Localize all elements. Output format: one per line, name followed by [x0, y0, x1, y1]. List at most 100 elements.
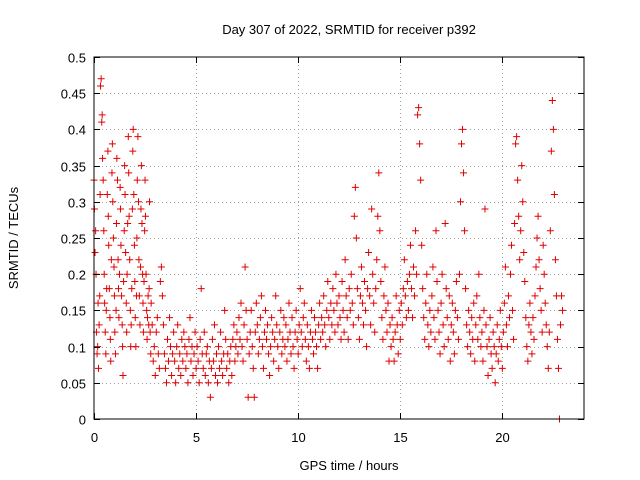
data-point [222, 335, 230, 343]
data-point [185, 335, 193, 343]
data-point [421, 335, 429, 343]
data-point [225, 379, 233, 387]
data-point [216, 364, 224, 372]
data-point [207, 364, 215, 372]
data-point [283, 357, 291, 365]
data-point [183, 350, 191, 358]
data-point [93, 350, 101, 358]
data-point [94, 299, 102, 307]
data-point [213, 350, 220, 358]
data-point [496, 306, 504, 314]
data-point [301, 335, 309, 343]
data-point [235, 314, 243, 322]
data-point [284, 335, 292, 343]
data-point [161, 364, 169, 372]
data-point [559, 306, 567, 314]
data-point [342, 292, 350, 300]
data-point [94, 343, 102, 351]
data-point [541, 299, 549, 307]
data-point [350, 212, 358, 220]
data-point [123, 328, 131, 336]
data-point [149, 357, 157, 365]
data-point [330, 306, 338, 314]
data-points [90, 75, 567, 423]
data-point [527, 328, 535, 336]
data-point [240, 321, 248, 329]
data-point [322, 343, 330, 351]
data-point [490, 343, 498, 351]
data-point [531, 292, 539, 300]
data-point [324, 277, 332, 285]
data-point [115, 314, 123, 322]
y-axis-label: SRMTID / TECUs [6, 186, 21, 289]
data-point [483, 343, 491, 351]
data-point [512, 140, 520, 148]
data-point [112, 220, 120, 228]
data-point [166, 314, 174, 322]
data-point [305, 364, 313, 372]
data-point [468, 314, 476, 322]
data-point [511, 220, 519, 228]
grid-lines [94, 57, 584, 419]
data-point [302, 357, 310, 365]
data-point [413, 270, 421, 278]
data-point [113, 176, 121, 184]
data-point [91, 248, 99, 256]
y-tick-label: 0.4 [68, 123, 86, 138]
data-point [229, 335, 237, 343]
data-point [537, 306, 545, 314]
data-point [446, 357, 454, 365]
data-point [142, 270, 150, 278]
data-point [314, 364, 322, 372]
data-point [153, 314, 161, 322]
data-point [399, 285, 407, 293]
data-point [191, 328, 199, 336]
data-point [103, 191, 111, 199]
data-point [454, 335, 462, 343]
data-point [102, 306, 110, 314]
data-point [354, 314, 362, 322]
data-point [239, 357, 247, 365]
data-point [105, 241, 113, 249]
data-point [135, 292, 143, 300]
data-point [535, 256, 543, 264]
data-point [260, 328, 268, 336]
data-point [334, 321, 342, 329]
data-point [219, 372, 227, 380]
data-point [232, 343, 240, 351]
data-point [249, 364, 257, 372]
data-point [401, 292, 409, 300]
data-point [290, 364, 298, 372]
y-tick-label: 0.15 [61, 304, 86, 319]
data-point [143, 335, 151, 343]
data-point [139, 328, 147, 336]
data-point [157, 263, 165, 271]
data-point [464, 343, 472, 351]
data-point [215, 343, 223, 351]
data-point [430, 314, 438, 322]
data-point [189, 372, 197, 380]
data-point [473, 292, 481, 300]
data-point [387, 343, 395, 351]
data-point [136, 321, 144, 329]
y-tick-label: 0.1 [68, 341, 86, 356]
data-point [178, 335, 186, 343]
data-point [371, 328, 379, 336]
data-point [384, 299, 392, 307]
data-point [532, 263, 540, 271]
data-point [234, 350, 242, 358]
axis-ticks [94, 57, 584, 420]
x-tick-label: 10 [291, 430, 305, 445]
x-axis-label: GPS time / hours [300, 458, 399, 473]
y-tick-label: 0.5 [68, 51, 86, 66]
data-point [542, 321, 550, 329]
data-point [159, 321, 167, 329]
data-point [456, 198, 464, 206]
data-point [461, 227, 469, 235]
data-point [158, 292, 166, 300]
data-point [405, 270, 413, 278]
data-point [133, 176, 141, 184]
data-point [92, 227, 100, 235]
data-point [524, 357, 532, 365]
data-point [505, 314, 513, 322]
